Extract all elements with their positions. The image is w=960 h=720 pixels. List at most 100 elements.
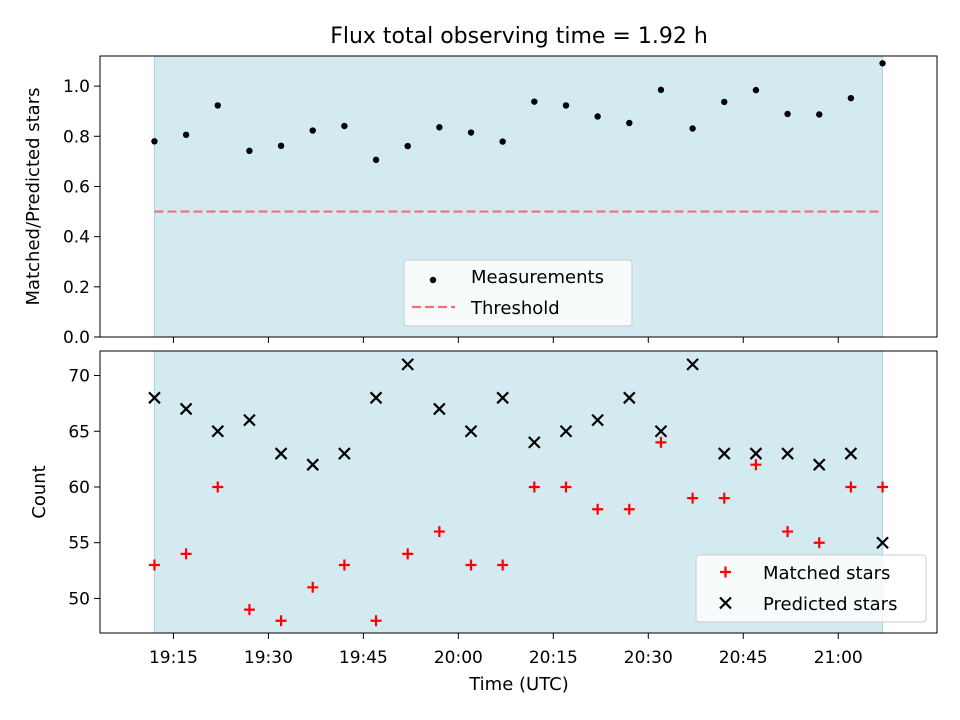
predicted-star-point: [559, 424, 573, 438]
legend-label-matched: Matched stars: [763, 563, 890, 584]
measurement-point: [594, 113, 601, 120]
measurement-point: [626, 119, 633, 127]
measurement-point: [816, 111, 823, 118]
y-tick-label: 65: [68, 422, 90, 442]
predicted-star-point: [148, 391, 161, 405]
predicted-star-point: [211, 424, 225, 438]
legend-marker-matched: [720, 566, 731, 578]
matched-star-point: [275, 615, 287, 627]
measurement-point: [372, 156, 380, 164]
measurement-point: [657, 86, 665, 94]
measurement-point: [531, 98, 538, 105]
predicted-star-point: [401, 358, 414, 371]
predicted-star-point: [623, 391, 636, 405]
matched-star-point: [212, 481, 224, 493]
predicted-star-point: [338, 447, 351, 460]
measurement-point: [246, 147, 253, 155]
matched-star-point: [813, 537, 825, 549]
figure-title: Flux total observing time = 1.92 h: [330, 24, 708, 49]
matched-star-point: [592, 503, 604, 515]
y-axis-label: Count: [29, 465, 50, 518]
x-tick-label: 19:15: [149, 648, 198, 668]
predicted-star-point: [591, 413, 604, 427]
matched-star-point: [877, 481, 889, 493]
matched-star-point: [402, 548, 414, 560]
top-panel: 0.0 0.2 0.4 0.6 0.8 1.0 Matched/Predicted star…: [23, 55, 938, 348]
y-tick-label: 0.8: [63, 127, 90, 147]
x-tick-label: 20:30: [624, 648, 673, 668]
y-tick-label: 55: [68, 534, 90, 554]
predicted-star-point: [528, 436, 541, 449]
measurement-point: [182, 131, 190, 138]
y-tick-label: 0.6: [63, 177, 90, 197]
y-tick-label: 0.0: [63, 328, 90, 348]
predicted-star-point: [464, 424, 478, 438]
predicted-star-point: [812, 458, 826, 471]
matched-star-point: [243, 604, 255, 616]
legend: Measurements Threshold: [403, 259, 633, 327]
predicted-star-point: [433, 402, 446, 416]
matched-star-point: [655, 436, 667, 448]
matched-star-point: [370, 615, 382, 627]
legend-label-threshold: Threshold: [470, 298, 560, 319]
x-tick-label: 20:15: [529, 648, 578, 668]
matched-star-point: [782, 526, 794, 538]
measurement-point: [436, 124, 443, 131]
x-axis-label: Time (UTC): [468, 674, 569, 695]
bottom-panel: 50 55 60 65 70 19:15 19:30 19:45 20:00 20:15 20:30…: [29, 350, 938, 668]
matched-star-point: [338, 559, 350, 571]
measurement-point: [341, 122, 348, 130]
measurement-point: [879, 60, 886, 67]
measurement-point: [562, 102, 570, 109]
measurement-point: [721, 98, 728, 106]
predicted-star-point: [749, 447, 763, 460]
axes-frame: [99, 55, 938, 338]
x-tick-label: 20:45: [719, 648, 768, 668]
matched-star-point: [687, 492, 699, 504]
measurement-point: [752, 86, 760, 94]
x-tick-label: 19:45: [339, 648, 388, 668]
measurement-point: [214, 102, 221, 109]
y-tick-label: 70: [68, 367, 90, 387]
predicted-star-point: [876, 536, 889, 549]
matched-star-point: [718, 492, 730, 504]
matched-star-point: [148, 559, 160, 571]
predicted-star-point: [844, 447, 858, 460]
predicted-star-point: [179, 402, 193, 416]
predicted-star-point: [654, 424, 668, 438]
matched-star-point: [528, 481, 540, 493]
x-tick-label: 20:00: [434, 648, 483, 668]
measurement-point: [499, 138, 506, 145]
predicted-star-point: [306, 458, 320, 471]
matched-star-point: [433, 526, 445, 538]
predicted-star-point: [369, 391, 383, 405]
predicted-star-point: [274, 447, 288, 460]
predicted-star-point: [686, 358, 699, 371]
measurement-point: [784, 110, 791, 118]
y-axis-label: Matched/Predicted stars: [23, 88, 44, 306]
measurement-point: [689, 125, 696, 132]
matched-star-point: [465, 559, 477, 571]
legend-box: [403, 259, 633, 327]
legend: Matched stars Predicted stars: [695, 554, 927, 623]
matched-star-point: [845, 481, 857, 493]
axes-frame: [99, 350, 938, 634]
measurement-point: [467, 129, 475, 136]
measurement-point: [151, 138, 158, 145]
legend-label-measurements: Measurements: [471, 267, 604, 288]
measurement-point: [847, 94, 855, 102]
legend-marker-measurements: [429, 276, 437, 284]
x-tick-label: 19:30: [244, 648, 293, 668]
matched-star-point: [750, 459, 762, 471]
legend-box: [695, 554, 927, 623]
measurement-point: [404, 142, 411, 150]
x-tick-label: 21:00: [814, 648, 863, 668]
predicted-star-point: [496, 391, 509, 405]
matched-star-point: [497, 559, 509, 571]
matched-star-point: [307, 581, 319, 593]
legend-marker-predicted: [719, 596, 732, 610]
matched-star-point: [623, 503, 635, 515]
predicted-star-point: [717, 447, 731, 460]
predicted-star-point: [781, 447, 794, 460]
